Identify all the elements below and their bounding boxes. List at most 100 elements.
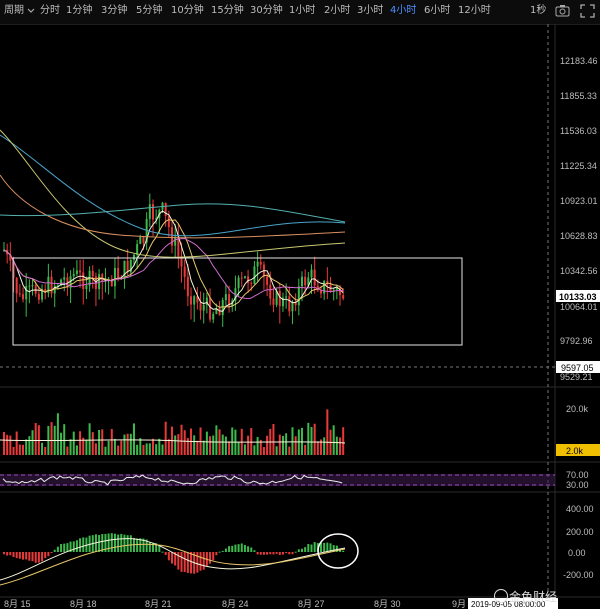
candle-body: [285, 296, 288, 298]
volume-current-tag: [556, 444, 600, 456]
macd-bar: [243, 544, 246, 552]
volume-bar: [41, 442, 44, 455]
macd-bar: [123, 534, 126, 552]
candle-body: [323, 280, 326, 294]
macd-bar: [120, 533, 123, 552]
candle-body: [50, 276, 53, 294]
price-tick: 11536.03: [560, 126, 597, 136]
interval-12h[interactable]: 12小时: [458, 5, 491, 16]
toolbar: 周期 分时 1分钟 3分钟 5分钟 10分钟 15分钟 30分钟 1小时 2小时…: [0, 0, 600, 25]
fullscreen-icon[interactable]: [580, 4, 595, 18]
current-price-tag: [556, 290, 600, 302]
crosshair-price-tag: [556, 361, 600, 373]
macd-tick: 200.00: [566, 527, 594, 537]
volume-bar: [183, 430, 186, 455]
interval-tick[interactable]: 分时: [40, 5, 60, 16]
price-tick: 9792.96: [560, 336, 593, 346]
macd-bar: [269, 552, 272, 555]
candle-body: [174, 236, 177, 246]
macd-bar: [82, 537, 85, 552]
interval-30m[interactable]: 30分钟: [250, 5, 283, 16]
interval-2h[interactable]: 2小时: [324, 5, 351, 16]
volume-bar: [332, 425, 335, 455]
candle-body: [69, 276, 72, 288]
candle-body: [190, 296, 193, 305]
macd-bar: [72, 541, 75, 552]
candle-body: [139, 237, 142, 245]
candle-body: [177, 236, 180, 257]
interval-4h[interactable]: 4小时: [390, 5, 417, 16]
interval-6h[interactable]: 6小时: [424, 5, 451, 16]
macd-bar: [329, 543, 332, 552]
refresh-rate[interactable]: 1秒: [530, 5, 547, 16]
candle-body: [85, 285, 88, 290]
volume-bar: [167, 439, 170, 455]
candle-body: [266, 276, 269, 285]
camera-icon[interactable]: [555, 4, 570, 18]
volume-bar: [320, 439, 322, 455]
interval-5m[interactable]: 5分钟: [136, 5, 163, 16]
time-tick: 8月 18: [70, 599, 97, 609]
volume-bar: [123, 434, 126, 455]
range-box-drawing[interactable]: [12, 257, 463, 346]
chart-canvas[interactable]: 12183.46 11855.33 11536.03 11225.34 1092…: [0, 24, 600, 609]
period-label[interactable]: 周期: [4, 5, 24, 16]
macd-bar: [320, 542, 322, 552]
interval-1h[interactable]: 1小时: [289, 5, 316, 16]
candle-body: [269, 284, 272, 299]
volume-bar: [177, 434, 180, 455]
volume-bar: [250, 428, 253, 455]
macd-bar: [259, 552, 262, 555]
volume-bar: [63, 424, 66, 455]
macd-bar: [256, 552, 259, 555]
candle-body: [300, 276, 303, 287]
candle-body: [221, 300, 224, 316]
candle-body: [256, 261, 259, 267]
volume-bar: [262, 446, 265, 455]
interval-10m[interactable]: 10分钟: [171, 5, 204, 16]
volume-bar: [94, 443, 97, 455]
candle-body: [294, 301, 297, 306]
candle-body: [12, 260, 15, 279]
macd-bar: [212, 552, 215, 561]
macd-bar: [177, 552, 180, 570]
macd-bar: [180, 552, 183, 572]
interval-1m[interactable]: 1分钟: [66, 5, 93, 16]
interval-3m[interactable]: 3分钟: [101, 5, 128, 16]
macd-bar: [278, 552, 281, 555]
volume-bar: [85, 439, 88, 455]
volume-bar: [307, 422, 310, 455]
candle-body: [193, 296, 196, 305]
macd-bar: [266, 552, 269, 555]
candle-body: [164, 202, 167, 216]
interval-15m[interactable]: 15分钟: [211, 5, 244, 16]
chevron-down-icon[interactable]: [27, 7, 35, 15]
macd-bar: [326, 542, 329, 552]
volume-bar: [56, 413, 59, 455]
macd-bar: [145, 539, 148, 552]
interval-3h[interactable]: 3小时: [357, 5, 384, 16]
candle-body: [129, 259, 132, 273]
volume-bar: [174, 435, 177, 455]
macd-bar: [60, 544, 63, 552]
macd-tick: 400.00: [566, 504, 594, 514]
candle-body: [60, 279, 63, 286]
rsi-tick: 30.00: [566, 480, 589, 490]
volume-current-label: 2.0k: [566, 446, 584, 456]
volume-bar: [91, 432, 94, 455]
candle-body: [288, 296, 291, 312]
volume-bar: [44, 446, 47, 455]
macd-bar: [79, 538, 82, 552]
circle-drawing[interactable]: [317, 533, 359, 569]
ma-line: [3, 219, 344, 308]
candle-body: [297, 286, 300, 306]
price-tick: 12183.46: [560, 56, 598, 66]
macd-bar: [113, 533, 116, 552]
ma-long-line: [0, 134, 346, 237]
candle-body: [155, 218, 158, 220]
volume-bar: [66, 446, 69, 455]
macd-bar: [202, 552, 205, 570]
macd-bar: [335, 545, 338, 552]
macd-bar: [136, 538, 139, 552]
candle-body: [75, 270, 78, 274]
